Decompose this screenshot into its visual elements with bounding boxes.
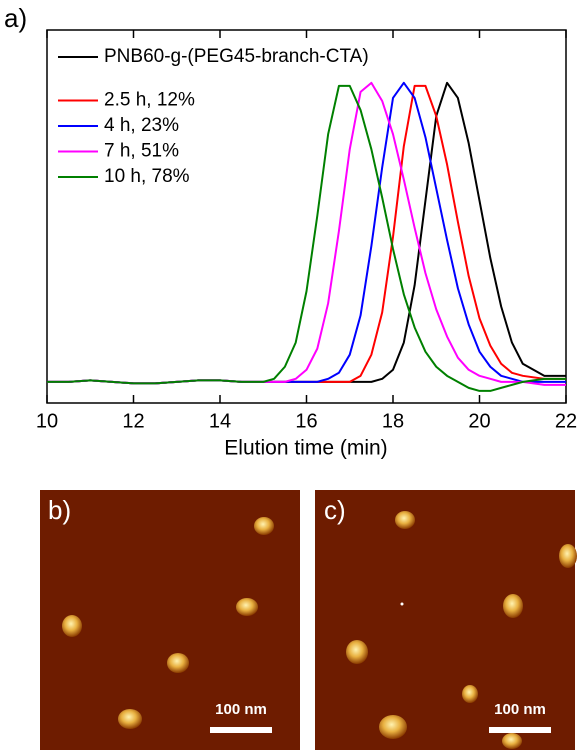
scale-label: 100 nm	[215, 701, 267, 718]
particle	[503, 594, 523, 618]
panel-label: b)	[48, 495, 71, 525]
particle	[400, 602, 404, 606]
particle	[254, 517, 274, 535]
legend-label: 10 h, 78%	[104, 166, 190, 187]
particle	[346, 640, 368, 664]
series-line	[47, 84, 566, 392]
afm-background	[40, 490, 300, 750]
plot: 10 12 14 16 18 20 22 PNB60-g-(PEG45-branch-CTA)…	[36, 29, 577, 432]
x-tick-label: 12	[122, 410, 144, 432]
x-tick-label: 16	[295, 410, 317, 432]
x-tick-label: 20	[468, 410, 490, 432]
particle	[379, 715, 407, 739]
panel-label: c)	[324, 495, 346, 525]
scale-bar	[489, 727, 551, 733]
legend-label: 4 h, 23%	[104, 115, 179, 136]
particle	[62, 615, 82, 637]
particle	[462, 685, 478, 703]
x-tick-label: 18	[382, 410, 404, 432]
particle	[118, 709, 142, 729]
legend-label: 2.5 h, 12%	[104, 90, 195, 111]
x-axis-label: Elution time (min)	[224, 437, 387, 460]
plot-frame	[46, 29, 567, 404]
particle	[167, 653, 189, 673]
afm-background	[315, 490, 575, 750]
particle	[395, 511, 415, 529]
particle	[559, 544, 577, 568]
particle	[236, 598, 258, 616]
x-tick-label: 22	[555, 410, 577, 432]
afm-image: 100 nm b)	[40, 490, 300, 750]
afm-image: 100 nm c)	[315, 490, 577, 750]
x-tick-label: 14	[209, 410, 231, 432]
x-tick-label: 10	[36, 410, 58, 432]
scale-label: 100 nm	[494, 701, 546, 718]
scale-bar	[210, 727, 272, 733]
particle	[502, 733, 522, 749]
legend-label: PNB60-g-(PEG45-branch-CTA)	[104, 46, 369, 67]
panel-label: a)	[4, 3, 27, 33]
legend-label: 7 h, 51%	[104, 141, 179, 162]
